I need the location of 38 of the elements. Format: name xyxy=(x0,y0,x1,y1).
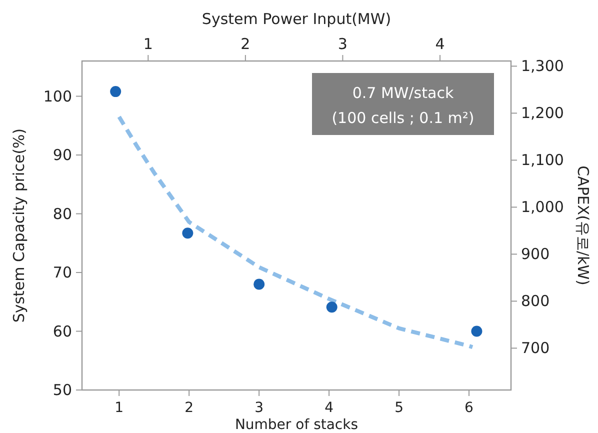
y-tick-label: 70 xyxy=(52,264,72,282)
x-axis-title: Number of stacks xyxy=(234,417,358,433)
x-tick-label: 5 xyxy=(394,400,404,416)
y2-tick-label: 1,300 xyxy=(521,57,564,76)
x-tick-label: 4 xyxy=(324,400,334,416)
y-tick-label: 80 xyxy=(52,204,72,223)
y2-tick-label: 1,000 xyxy=(521,198,564,216)
y-axis-title: System Capacity price(%) xyxy=(10,128,28,323)
x-tick-label: 1 xyxy=(114,400,124,416)
y2-tick-label: 1,200 xyxy=(521,104,564,122)
axis-x: 1 2 3 4 5 6 xyxy=(114,390,474,416)
y2-tick-label: 800 xyxy=(521,292,550,310)
y-tick-label: 50 xyxy=(52,381,72,399)
y2-axis-title: CAPEX(유로/kW) xyxy=(574,166,592,286)
annotation: 0.7 MW/stack xyxy=(352,84,454,102)
y2-tick-label: 1,100 xyxy=(521,151,564,170)
y-tick-label: 90 xyxy=(52,146,72,164)
x-tick-label: 6 xyxy=(464,400,474,416)
y-tick-label: 100 xyxy=(43,87,72,106)
note: 0.7 MW/stack (100 cells ; 0.1 m²) xyxy=(312,73,494,135)
x2-axis-title: System Power Input(MW) xyxy=(202,10,392,28)
y2-tick-label: 700 xyxy=(521,339,550,358)
x2-tick-label: 1 xyxy=(143,35,153,53)
point xyxy=(471,326,482,337)
y2-tick-label: 900 xyxy=(521,245,550,264)
x2-tick-label: 3 xyxy=(338,35,348,53)
point xyxy=(110,86,122,98)
x2-tick-label: 2 xyxy=(240,35,250,53)
point xyxy=(182,228,194,239)
point xyxy=(326,302,338,313)
axis-x2: 1 2 3 4 xyxy=(143,35,445,62)
y-tick-label: 60 xyxy=(52,322,72,340)
x2-tick-label: 4 xyxy=(435,35,445,53)
annotation: (100 cells ; 0.1 m²) xyxy=(332,109,474,127)
x-tick-label: 2 xyxy=(184,400,194,416)
axis-y: 50 60 70 80 90 100 xyxy=(43,87,82,399)
x-tick-label: 3 xyxy=(254,400,264,416)
point xyxy=(254,278,265,290)
